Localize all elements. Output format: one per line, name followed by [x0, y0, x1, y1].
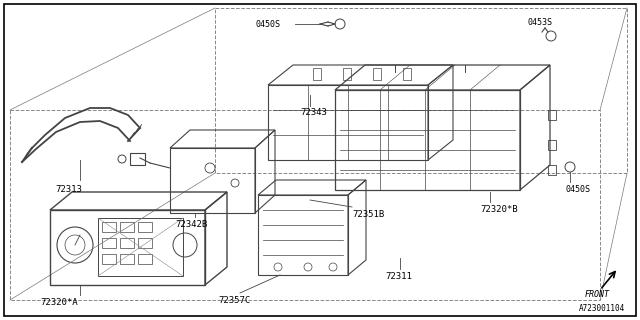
- Text: 72357C: 72357C: [218, 296, 250, 305]
- Bar: [138, 222, 152, 232]
- Bar: [373, 68, 381, 80]
- Text: 72313: 72313: [55, 185, 82, 194]
- Text: 72320*B: 72320*B: [480, 205, 518, 214]
- Bar: [102, 254, 116, 264]
- Bar: [130, 153, 145, 165]
- Bar: [120, 222, 134, 232]
- Text: 72311: 72311: [385, 272, 412, 281]
- Text: 72351B: 72351B: [352, 210, 384, 219]
- Bar: [313, 68, 321, 80]
- Text: A723001104: A723001104: [579, 304, 625, 313]
- Text: 72320*A: 72320*A: [40, 298, 77, 307]
- Bar: [548, 140, 556, 150]
- Text: 72343: 72343: [300, 108, 327, 117]
- Bar: [343, 68, 351, 80]
- Text: 0453S: 0453S: [528, 18, 553, 27]
- Bar: [215, 8, 627, 173]
- Bar: [548, 165, 556, 175]
- Bar: [102, 238, 116, 248]
- Text: 0450S: 0450S: [255, 20, 280, 29]
- Text: 72342B: 72342B: [175, 220, 207, 229]
- Bar: [120, 238, 134, 248]
- Text: 0450S: 0450S: [565, 185, 590, 194]
- Bar: [138, 254, 152, 264]
- Bar: [548, 110, 556, 120]
- Bar: [138, 238, 152, 248]
- Bar: [403, 68, 411, 80]
- Bar: [120, 254, 134, 264]
- Bar: [102, 222, 116, 232]
- Bar: [10, 110, 600, 300]
- Text: FRONT: FRONT: [585, 290, 610, 299]
- Bar: [98, 218, 183, 276]
